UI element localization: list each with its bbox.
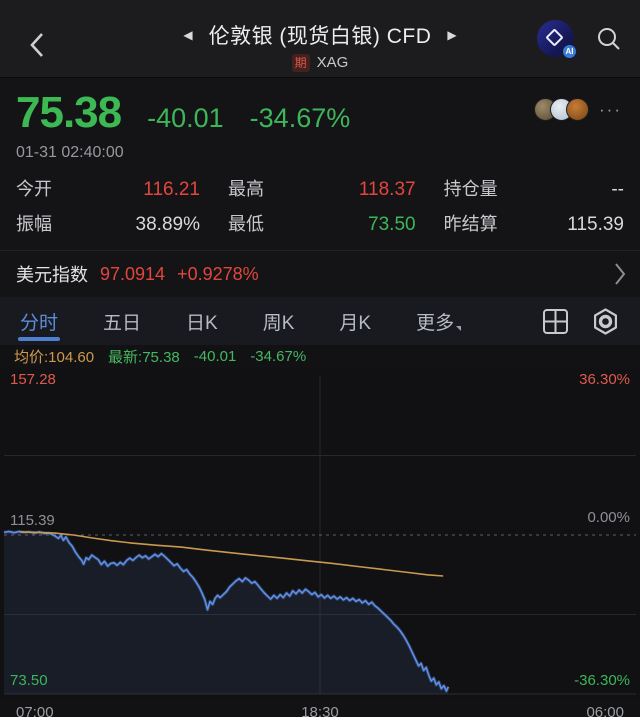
chart-canvas [3, 376, 636, 695]
x-axis-start-time: 07:00 [16, 703, 54, 717]
title-block: ◀ 伦敦银 (现货白银) CFD ▶ 期 XAG [0, 6, 640, 72]
tab-intraday[interactable]: 分时 [18, 297, 60, 345]
tab-weekly-k[interactable]: 周K [262, 312, 295, 334]
tab-more[interactable]: 更多 [416, 297, 462, 345]
quote-timestamp: 01-31 02:40:00 [16, 144, 124, 161]
ai-badge: AI [562, 44, 577, 59]
usd-index-row[interactable]: 美元指数 97.0914 +0.9278% [0, 250, 640, 297]
y-axis-max-percent: 36.30% [579, 371, 630, 388]
stat-open-interest: 持仓量 -- [443, 179, 624, 200]
related-avatar-3[interactable] [566, 98, 590, 121]
usd-index-label: 美元指数 [16, 265, 88, 285]
y-axis-mid-price: 115.39 [10, 512, 55, 529]
gear-icon [593, 307, 617, 335]
tab-five-day[interactable]: 五日 [103, 312, 142, 334]
usd-index-value: 97.0914 [100, 263, 166, 284]
chevron-right-icon [615, 263, 626, 285]
legend-change-percent: -34.67% [250, 348, 307, 365]
diamond-icon [545, 28, 564, 47]
more-options-icon[interactable]: ··· [599, 99, 622, 119]
page-title: 伦敦银 (现货白银) CFD [208, 24, 432, 48]
chart-settings-button[interactable] [591, 307, 620, 336]
active-tab-underline [18, 337, 60, 341]
intraday-chart[interactable]: 157.28 36.30% 115.39 0.00% 73.50 -36.30% [0, 368, 640, 700]
futures-badge: 期 [291, 53, 310, 72]
stat-low: 最低 73.50 [228, 214, 416, 235]
tab-monthly-k[interactable]: 月K [339, 312, 372, 334]
price-change-percent: -34.67% [249, 103, 351, 133]
usd-index-change: +0.9278% [177, 263, 259, 284]
ai-assistant-button[interactable]: AI [537, 20, 577, 59]
chart-legend: 均价:104.60 最新:75.38 -40.01 -34.67% [0, 345, 640, 368]
stats-grid: 今开 116.21 最高 118.37 持仓量 -- 振幅 38.89% 最低 … [16, 175, 624, 250]
last-price: 75.38 [16, 88, 122, 137]
caret-down-icon [456, 326, 462, 331]
y-axis-min-price: 73.50 [10, 672, 48, 689]
y-axis-max-price: 157.28 [10, 371, 56, 388]
back-chevron-icon [30, 33, 43, 57]
legend-average: 均价:104.60 [14, 349, 95, 366]
back-button[interactable] [26, 30, 50, 60]
grid-layout-button[interactable] [542, 308, 569, 335]
stat-prev-settle: 昨结算 115.39 [443, 214, 624, 235]
stat-open: 今开 116.21 [16, 179, 200, 200]
prev-instrument-icon[interactable]: ◀ [183, 27, 193, 42]
header: ◀ 伦敦银 (现货白银) CFD ▶ 期 XAG AI [0, 0, 640, 78]
ticker-symbol: XAG [316, 54, 349, 71]
tab-daily-k[interactable]: 日K [186, 312, 218, 334]
y-axis-zero-percent: 0.00% [587, 509, 630, 526]
price-change: -40.01 [147, 103, 224, 133]
next-instrument-icon[interactable]: ▶ [447, 27, 457, 42]
quote-panel: 75.38 -40.01 -34.67% ··· 01-31 02:40:00 … [0, 78, 640, 250]
y-axis-min-percent: -36.30% [574, 672, 630, 689]
legend-change: -40.01 [193, 348, 237, 365]
legend-latest: 最新:75.38 [108, 349, 180, 366]
stat-high: 最高 118.37 [228, 179, 416, 200]
stat-amplitude: 振幅 38.89% [16, 214, 200, 235]
chart-tabbar: 分时 五日 日K 周K 月K 更多 [0, 297, 640, 345]
grid-icon [543, 308, 568, 334]
x-axis-end-time: 06:00 [586, 703, 624, 717]
x-axis: 07:00 18:30 06:00 [0, 700, 640, 717]
x-axis-mid-time: 18:30 [301, 703, 339, 717]
search-icon[interactable] [596, 26, 622, 52]
